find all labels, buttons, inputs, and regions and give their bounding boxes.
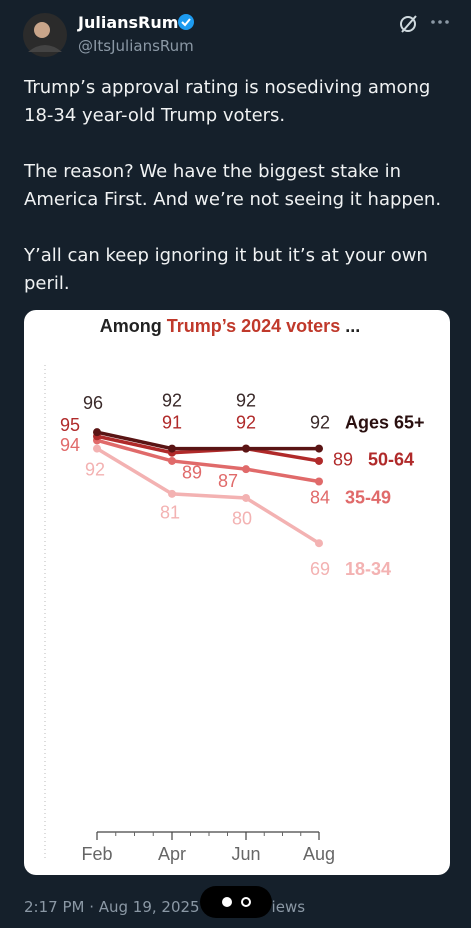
- point: [315, 444, 323, 453]
- value-label: 80: [232, 509, 252, 529]
- value-label: 84: [310, 487, 330, 507]
- value-label: 69: [310, 559, 330, 579]
- chart-title: Among Trump’s 2024 voters ...: [100, 316, 360, 336]
- value-label: 89: [333, 450, 353, 470]
- value-label: 92: [236, 412, 256, 432]
- verified-badge: [178, 14, 194, 30]
- value-label: 95: [60, 415, 80, 435]
- point: [242, 493, 250, 502]
- value-label: 81: [160, 503, 180, 523]
- series-label: 35-49: [345, 487, 391, 507]
- paragraph: Trump’s approval rating is nosediving am…: [24, 77, 431, 126]
- author-name[interactable]: JuliansRum: [78, 13, 179, 32]
- series-line: [96, 447, 320, 545]
- point: [168, 456, 176, 465]
- series-line: [96, 438, 320, 484]
- point: [168, 444, 176, 453]
- header-icons: [23, 13, 449, 57]
- x-tick-label: Aug: [303, 844, 335, 864]
- point: [168, 489, 176, 498]
- value-label: 92: [85, 459, 105, 479]
- series-label: Ages 65+: [345, 412, 425, 432]
- value-label: 96: [83, 393, 103, 413]
- point: [315, 539, 323, 548]
- value-label: 92: [162, 390, 182, 410]
- x-tick-label: Apr: [158, 844, 186, 864]
- series-line: [96, 430, 319, 451]
- title-part: Trump’s 2024 voters: [167, 316, 340, 336]
- chart: Among Trump’s 2024 voters ... Feb Apr Jun A…: [44, 316, 425, 864]
- series-label: 18-34: [345, 559, 391, 579]
- paragraph: The reason? We have the biggest stake in…: [24, 161, 442, 210]
- time: 2:17 PM · Aug 19, 2025 ·: [24, 898, 214, 916]
- pager-overlay[interactable]: [200, 886, 272, 918]
- value-label: 89: [182, 463, 202, 483]
- title-part: ...: [340, 316, 360, 336]
- chart-card[interactable]: Among Trump’s 2024 voters ... Feb Apr Jun A…: [24, 310, 450, 875]
- value-label: 92: [236, 390, 256, 410]
- tweet-text: Trump’s approval rating is nosediving am…: [24, 74, 456, 326]
- series-label: 50-64: [368, 450, 414, 470]
- point: [315, 456, 323, 465]
- value-label: 94: [60, 435, 80, 455]
- value-label: 87: [218, 471, 238, 491]
- series-line: [96, 434, 320, 463]
- value-label: 92: [310, 412, 330, 432]
- value-label: 91: [162, 412, 182, 432]
- x-tick-label: Feb: [81, 844, 112, 864]
- x-tick-label: Jun: [231, 844, 260, 864]
- point: [242, 465, 250, 474]
- more-icon[interactable]: [431, 20, 449, 24]
- point: [242, 444, 250, 453]
- paragraph: Y’all can keep ignoring it but it’s at y…: [24, 245, 428, 294]
- title-part: Among: [100, 316, 167, 336]
- grok-icon[interactable]: [400, 16, 416, 32]
- point: [93, 444, 101, 453]
- point: [93, 428, 101, 437]
- author-handle[interactable]: @ItsJuliansRum: [78, 37, 194, 55]
- point: [315, 477, 323, 486]
